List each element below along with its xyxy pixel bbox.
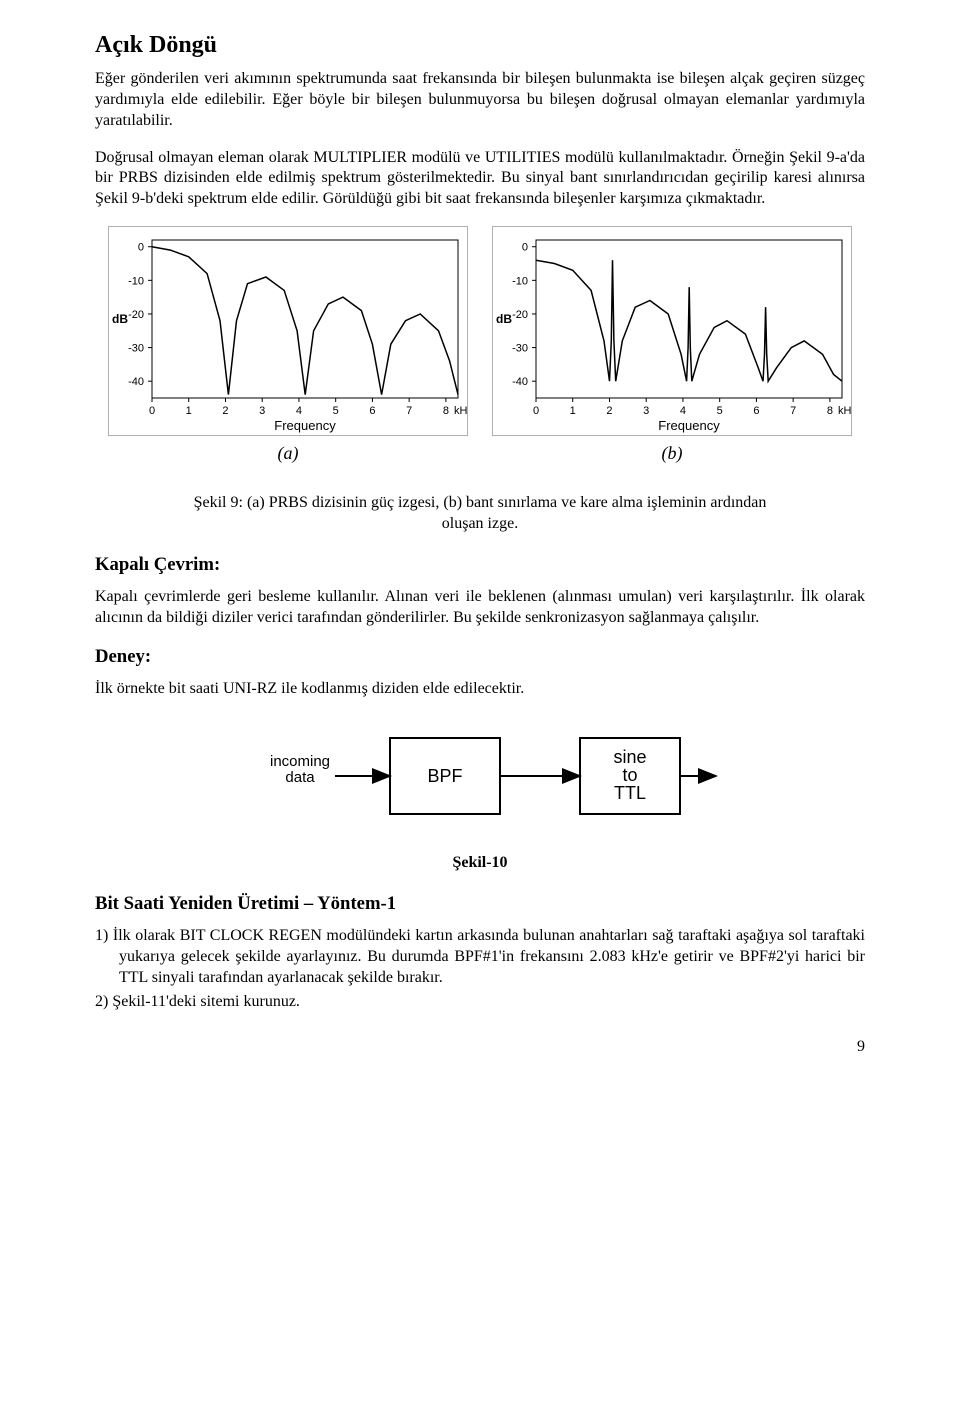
paragraph-experiment: İlk örnekte bit saati UNI-RZ ile kodlanm… [95, 679, 865, 700]
method1-item-2: 2) Şekil-11'deki sitemi kurunuz. [119, 992, 865, 1013]
method1-list: 1) İlk olarak BIT CLOCK REGEN modülündek… [95, 926, 865, 1013]
svg-text:0: 0 [522, 242, 528, 254]
spectrum-chart: 0 -10 -20 -30 -40 0 1 2 3 4 5 6 7 8 kHz Frequency dB [492, 226, 852, 436]
svg-text:Frequency: Frequency [274, 418, 336, 433]
paragraph-closed-loop: Kapalı çevrimlerde geri besleme kullanıl… [95, 587, 865, 629]
svg-text:0: 0 [138, 242, 144, 254]
figure-9a: 0 -10 -20 -30 -40 0 1 2 3 4 5 6 7 8 kHz Frequency dB (a) [108, 226, 468, 465]
svg-text:sine: sine [613, 747, 646, 767]
figure-10-caption: Şekil-10 [95, 853, 865, 874]
heading-experiment: Deney: [95, 645, 865, 669]
svg-text:kHz: kHz [454, 405, 468, 417]
svg-text:3: 3 [259, 405, 265, 417]
figure-10-block-diagram: BPF sinetoTTL incomingdata [95, 716, 865, 843]
svg-text:7: 7 [790, 405, 796, 417]
svg-text:TTL: TTL [614, 783, 646, 803]
heading-closed-loop: Kapalı Çevrim: [95, 553, 865, 577]
block-diagram-svg: BPF sinetoTTL incomingdata [240, 716, 720, 836]
heading-method1: Bit Saati Yeniden Üretimi – Yöntem-1 [95, 892, 865, 916]
svg-text:-20: -20 [512, 309, 528, 321]
svg-text:to: to [622, 765, 637, 785]
svg-text:-20: -20 [128, 309, 144, 321]
heading-open-loop: Açık Döngü [95, 30, 865, 61]
svg-text:2: 2 [222, 405, 228, 417]
svg-text:-30: -30 [512, 343, 528, 355]
paragraph-1: Eğer gönderilen veri akımının spektrumun… [95, 69, 865, 131]
svg-text:5: 5 [717, 405, 723, 417]
svg-text:Frequency: Frequency [658, 418, 720, 433]
svg-text:dB: dB [496, 312, 512, 326]
svg-text:3: 3 [643, 405, 649, 417]
svg-text:incoming: incoming [270, 753, 330, 770]
figure-9-caption: Şekil 9: (a) PRBS dizisinin güç izgesi, … [95, 493, 865, 535]
svg-text:4: 4 [296, 405, 302, 417]
svg-text:-40: -40 [128, 376, 144, 388]
svg-text:8: 8 [827, 405, 833, 417]
svg-text:6: 6 [753, 405, 759, 417]
paragraph-2: Doğrusal olmayan eleman olarak MULTIPLIE… [95, 148, 865, 210]
svg-text:1: 1 [570, 405, 576, 417]
figure-9-caption-line1: Şekil 9: (a) PRBS dizisinin güç izgesi, … [194, 494, 767, 511]
svg-text:4: 4 [680, 405, 686, 417]
page-number: 9 [95, 1037, 865, 1058]
svg-text:0: 0 [533, 405, 539, 417]
svg-text:8: 8 [443, 405, 449, 417]
svg-text:-40: -40 [512, 376, 528, 388]
svg-text:7: 7 [406, 405, 412, 417]
method1-item-1: 1) İlk olarak BIT CLOCK REGEN modülündek… [119, 926, 865, 988]
svg-text:kHz: kHz [838, 405, 852, 417]
svg-text:BPF: BPF [427, 766, 462, 786]
svg-text:2: 2 [606, 405, 612, 417]
svg-text:1: 1 [186, 405, 192, 417]
figure-9-caption-line2: oluşan izge. [442, 515, 518, 532]
figure-9a-sublabel: (a) [278, 442, 299, 465]
svg-text:data: data [285, 769, 315, 786]
figure-9-row: 0 -10 -20 -30 -40 0 1 2 3 4 5 6 7 8 kHz Frequency dB (a)… [95, 226, 865, 465]
svg-text:-10: -10 [128, 275, 144, 287]
figure-9b: 0 -10 -20 -30 -40 0 1 2 3 4 5 6 7 8 kHz Frequency dB (b) [492, 226, 852, 465]
svg-text:5: 5 [333, 405, 339, 417]
figure-9b-sublabel: (b) [662, 442, 683, 465]
svg-text:0: 0 [149, 405, 155, 417]
svg-text:dB: dB [112, 312, 128, 326]
svg-text:-30: -30 [128, 343, 144, 355]
svg-text:-10: -10 [512, 275, 528, 287]
spectrum-chart: 0 -10 -20 -30 -40 0 1 2 3 4 5 6 7 8 kHz Frequency dB [108, 226, 468, 436]
svg-text:6: 6 [369, 405, 375, 417]
